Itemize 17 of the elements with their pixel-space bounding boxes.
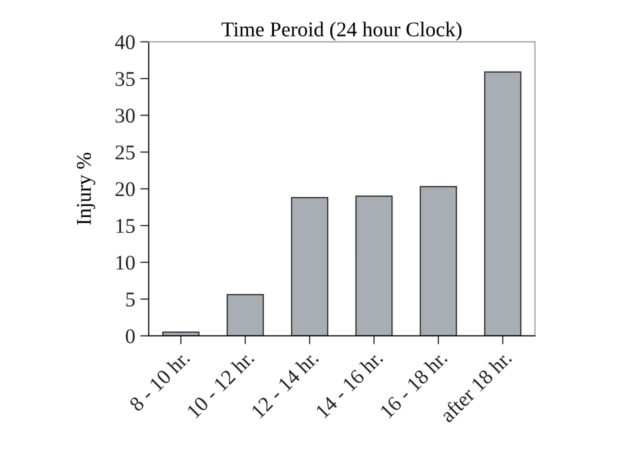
y-tick-label: 5 [126,292,135,307]
y-tick-label: 0 [126,329,135,344]
y-tick-label: 15 [116,219,135,233]
y-tick-label: 20 [116,182,135,196]
y-tick-label: 25 [116,145,135,160]
y-tick-label: 35 [116,72,135,86]
bar [420,186,458,336]
y-tick-label: 10 [116,256,135,270]
y-tick-label: 40 [115,35,135,50]
bar [226,294,264,336]
bar [290,197,328,336]
bar [355,196,393,336]
y-axis-title: Injury % [76,152,96,225]
bar [162,332,200,336]
bar [484,71,522,336]
y-tick-label: 30 [116,108,135,123]
chart-title: Time Peroid (24 hour Clock) [222,22,462,41]
